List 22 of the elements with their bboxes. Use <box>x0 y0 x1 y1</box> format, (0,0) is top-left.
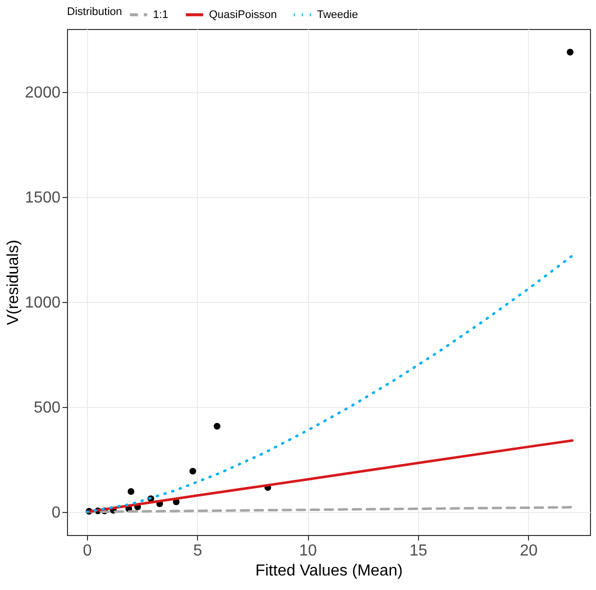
x-tick-label: 5 <box>193 542 202 560</box>
legend-label: 1:1 <box>153 8 168 21</box>
legend-label: QuasiPoisson <box>209 8 277 21</box>
legend-label: Tweedie <box>317 8 358 21</box>
y-tick-label: 1500 <box>24 189 61 206</box>
point <box>566 48 574 56</box>
x-tick-label: 10 <box>299 542 318 560</box>
x-tick-label: 15 <box>409 542 428 560</box>
x-axis-title: Fitted Values (Mean) <box>255 562 403 580</box>
x-tick-label: 20 <box>520 542 538 560</box>
line-series <box>86 254 574 514</box>
point <box>189 468 196 475</box>
y-tick-label: 1000 <box>24 294 61 312</box>
x-tick-label: 0 <box>82 542 92 560</box>
legend-title: Distribution <box>67 6 122 18</box>
y-tick-label: 2000 <box>24 84 61 102</box>
y-axis-title: V(residuals) <box>4 240 22 326</box>
point <box>128 488 134 495</box>
y-tick-label: 0 <box>52 504 61 522</box>
line-series <box>86 439 574 514</box>
y-tick-label: 500 <box>34 399 61 416</box>
point <box>214 422 220 430</box>
